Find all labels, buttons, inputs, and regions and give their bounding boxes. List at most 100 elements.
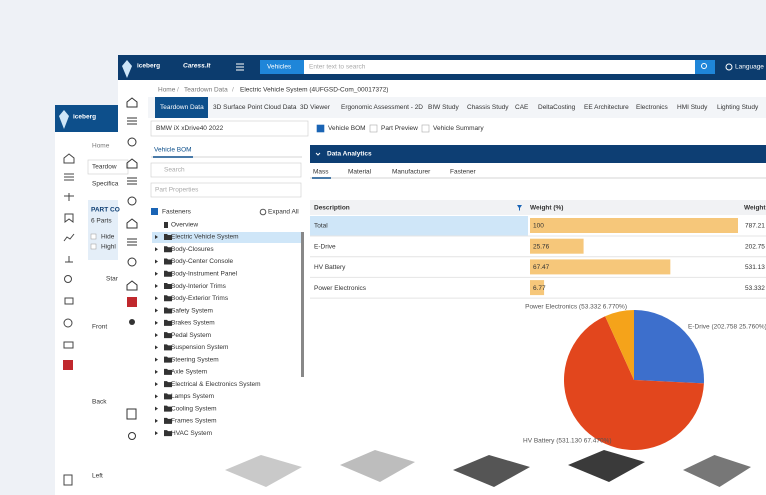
tree-caret bbox=[155, 394, 158, 399]
weight-bar bbox=[530, 259, 671, 275]
tab[interactable]: Ergonomic Assessment - 2D bbox=[341, 104, 423, 111]
tree-search-placeholder: Search bbox=[164, 167, 185, 174]
folder-icon bbox=[164, 246, 172, 253]
sidebar-icon bbox=[127, 257, 137, 267]
back-tab bbox=[87, 159, 129, 175]
tree-item: Suspension System bbox=[171, 344, 228, 351]
fasteners-check[interactable] bbox=[151, 208, 158, 215]
breadcrumb-sep: / bbox=[177, 87, 179, 94]
analytics-tab[interactable]: Manufacturer bbox=[392, 169, 431, 176]
front-logo-icon bbox=[122, 60, 132, 78]
sidebar-icon bbox=[127, 137, 137, 147]
fasteners: Fasteners bbox=[162, 209, 192, 216]
expand-icon bbox=[259, 208, 267, 216]
pie-label: E-Drive (202.758 25.760%) bbox=[688, 324, 766, 331]
tree-caret bbox=[155, 418, 158, 423]
tab[interactable]: EE Architecture bbox=[584, 104, 629, 111]
doc-icon bbox=[164, 222, 168, 228]
tree-caret bbox=[155, 271, 158, 276]
tab[interactable]: Chassis Study bbox=[467, 104, 509, 111]
tree-item: Pedal System bbox=[171, 332, 211, 339]
tree-scrollbar bbox=[301, 232, 304, 377]
sidebar-icon bbox=[127, 117, 137, 125]
folder-icon bbox=[164, 344, 172, 351]
tree-item: Body-Center Console bbox=[171, 258, 234, 265]
check-box[interactable] bbox=[421, 124, 430, 133]
table-header bbox=[310, 200, 766, 215]
row-weight: 531.13 bbox=[745, 264, 765, 271]
weight-bar bbox=[530, 280, 545, 296]
tree-caret bbox=[155, 320, 158, 325]
folder-icon bbox=[164, 417, 172, 424]
expand-all[interactable]: Expand All bbox=[268, 209, 299, 216]
check-label: Part Preview bbox=[381, 125, 418, 132]
row-description: E-Drive bbox=[314, 243, 336, 250]
sidebar-icon bbox=[129, 319, 135, 325]
tab[interactable]: BIW Study bbox=[428, 104, 459, 111]
tab[interactable]: HMI Study bbox=[677, 104, 708, 111]
back-parts: 6 Parts bbox=[91, 218, 112, 225]
check-box[interactable] bbox=[316, 124, 325, 133]
table-header: Description bbox=[314, 205, 350, 212]
tab[interactable]: DeltaCosting bbox=[538, 104, 576, 111]
tree-caret bbox=[155, 284, 158, 289]
row-weight: 53.332 bbox=[745, 285, 765, 292]
folder-icon bbox=[164, 430, 172, 437]
back-sidebar-icons bbox=[63, 153, 75, 486]
folder-icon bbox=[164, 332, 172, 339]
back-breadcrumb: Home bbox=[92, 143, 110, 150]
search-box[interactable] bbox=[304, 60, 695, 74]
analytics-header bbox=[310, 145, 766, 163]
total-row-highlight bbox=[310, 216, 528, 236]
row-description: Power Electronics bbox=[314, 285, 367, 292]
row-percent: 6.77 bbox=[533, 285, 546, 292]
active-tab[interactable] bbox=[155, 97, 208, 118]
folder-icon bbox=[164, 356, 172, 363]
breadcrumb-item: Teardown Data bbox=[184, 87, 228, 94]
weight-bar bbox=[530, 238, 584, 254]
folder-icon bbox=[164, 283, 172, 290]
search-button[interactable] bbox=[695, 60, 715, 74]
part-photos bbox=[205, 442, 766, 495]
tree-item: Cooling System bbox=[171, 405, 217, 412]
search-scope-label: Vehicles bbox=[267, 64, 292, 71]
tree-caret bbox=[155, 431, 158, 436]
check-label: Vehicle BOM bbox=[328, 125, 366, 132]
sidebar-icon bbox=[127, 196, 137, 206]
analytics-tab[interactable]: Mass bbox=[313, 169, 329, 176]
folder-icon bbox=[164, 368, 172, 375]
tree-item: Safety System bbox=[171, 307, 213, 314]
tree-item: Steering System bbox=[171, 356, 219, 363]
collapse-caret bbox=[315, 152, 321, 156]
tab[interactable]: Teardown Data bbox=[160, 104, 204, 111]
tab[interactable]: 3D Surface Point Cloud Data bbox=[213, 104, 297, 111]
tree-item: Lamps System bbox=[171, 393, 214, 400]
search-scope bbox=[260, 60, 304, 74]
analytics-tab[interactable]: Material bbox=[348, 169, 372, 176]
back-view-label: Back bbox=[92, 399, 107, 406]
tab[interactable]: 3D Viewer bbox=[300, 104, 331, 111]
tree-item: Frames System bbox=[171, 418, 217, 425]
tab[interactable]: CAE bbox=[515, 104, 529, 111]
back-check bbox=[90, 233, 97, 240]
row-weight: 787.21 bbox=[745, 223, 765, 230]
folder-icon bbox=[164, 258, 172, 265]
tab[interactable]: Lighting Study bbox=[717, 104, 759, 111]
back-highlight: Highl bbox=[101, 244, 116, 251]
back-logo: iceberg bbox=[73, 114, 96, 121]
row-percent: 100 bbox=[533, 223, 544, 230]
row-percent: 25.76 bbox=[533, 243, 550, 250]
search-placeholder: Enter text to search bbox=[309, 64, 366, 71]
panel-tab: Vehicle BOM bbox=[154, 147, 192, 154]
tree-search[interactable] bbox=[150, 162, 302, 178]
folder-icon bbox=[164, 381, 172, 388]
analytics-tab[interactable]: Fastener bbox=[450, 169, 476, 176]
row-description: HV Battery bbox=[314, 264, 346, 271]
vehicle-select[interactable] bbox=[150, 120, 309, 137]
back-hide: Hide bbox=[101, 234, 115, 241]
part-properties-select[interactable] bbox=[150, 182, 302, 198]
tab[interactable]: Electronics bbox=[636, 104, 669, 111]
sidebar-icon bbox=[126, 158, 138, 169]
check-box[interactable] bbox=[369, 124, 378, 133]
